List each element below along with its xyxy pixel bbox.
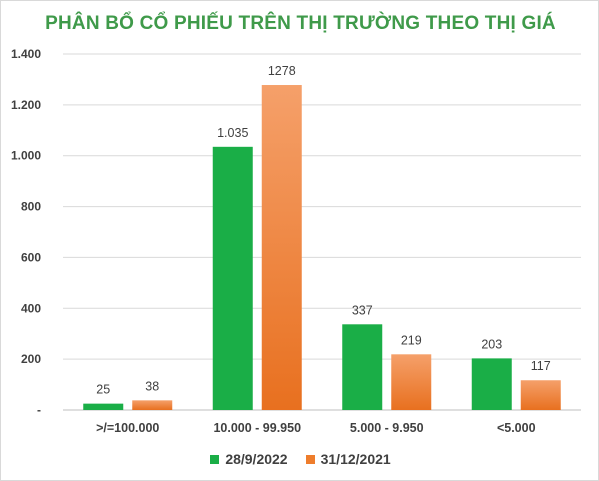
x-tick-label: >/=100.000 bbox=[96, 421, 159, 435]
y-tick-label: 400 bbox=[21, 301, 41, 315]
legend-item-series-2: 31/12/2021 bbox=[305, 451, 391, 467]
y-tick-label: 600 bbox=[21, 250, 41, 264]
x-tick-label: 10.000 - 99.950 bbox=[213, 421, 301, 435]
bar-1 bbox=[83, 403, 124, 410]
data-label: 337 bbox=[352, 303, 373, 317]
legend-swatch-series-1 bbox=[210, 454, 220, 464]
chart-title: PHÂN BỔ CỔ PHIẾU TRÊN THỊ TRƯỜNG THEO TH… bbox=[45, 13, 556, 34]
legend-label-series-2: 31/12/2021 bbox=[320, 451, 391, 467]
bar-2 bbox=[520, 380, 561, 410]
y-tick-label: 200 bbox=[21, 352, 41, 366]
bar-1 bbox=[342, 324, 383, 410]
legend-label-series-1: 28/9/2022 bbox=[225, 451, 288, 467]
bar-2 bbox=[132, 400, 173, 410]
x-tick-label: <5.000 bbox=[497, 421, 536, 435]
y-tick-label: 1.000 bbox=[11, 149, 41, 163]
data-label: 219 bbox=[401, 333, 422, 347]
y-tick-label: 800 bbox=[21, 200, 41, 214]
bar-2 bbox=[261, 85, 302, 410]
data-label: 117 bbox=[531, 359, 551, 373]
legend-swatch-series-2 bbox=[305, 454, 315, 464]
y-tick-label: - bbox=[37, 403, 41, 417]
y-tick-label: 1.200 bbox=[11, 98, 41, 112]
y-tick-label: 1.400 bbox=[11, 47, 41, 61]
bar-chart-plot: - 200 400 600 800 1.000 1.200 1.400 >/=100.000 10… bbox=[11, 47, 581, 435]
chart-legend: 28/9/2022 31/12/2021 bbox=[1, 451, 599, 467]
data-label: 203 bbox=[481, 337, 502, 351]
data-label: 1278 bbox=[268, 64, 296, 78]
bar-1 bbox=[212, 146, 253, 411]
x-tick-label: 5.000 - 9.950 bbox=[350, 421, 424, 435]
bar-2 bbox=[391, 354, 432, 410]
data-label: 38 bbox=[145, 379, 159, 393]
data-label: 25 bbox=[96, 383, 110, 397]
legend-item-series-1: 28/9/2022 bbox=[210, 451, 288, 467]
bar-1 bbox=[471, 358, 512, 410]
data-label: 1.035 bbox=[217, 126, 248, 140]
